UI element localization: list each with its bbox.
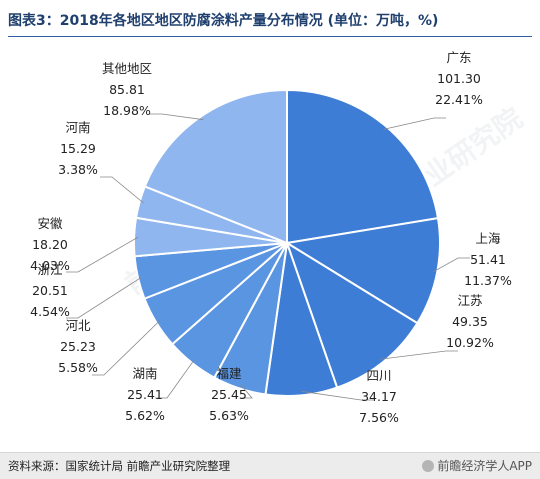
leader-line-5 <box>240 384 253 399</box>
slice-name-label: 浙江 <box>37 262 62 277</box>
leader-line-3 <box>380 350 458 360</box>
slice-value-label: 51.41 <box>470 252 506 267</box>
slice-name-label: 四川 <box>366 368 391 383</box>
slice-value-label: 25.23 <box>60 339 96 354</box>
slice-value-label: 101.30 <box>437 71 481 86</box>
slice-labels: 广东 101.30 22.41% 上海 51.41 11.37% 江苏 49.35 10.92%… <box>30 50 512 425</box>
slice-percent-label: 5.63% <box>209 408 249 423</box>
slice-value-label: 25.41 <box>127 387 163 402</box>
slice-name-label: 河北 <box>65 318 91 333</box>
slice-name-label: 湖南 <box>132 366 157 381</box>
slice-value-label: 34.17 <box>361 389 397 404</box>
leader-line-4 <box>301 390 373 401</box>
slice-value-label: 49.35 <box>452 314 488 329</box>
slice-percent-label: 22.41% <box>435 92 483 107</box>
slice-percent-label: 3.38% <box>58 162 98 177</box>
source-note: 资料来源：国家统计局 前瞻产业研究院整理 <box>8 459 231 473</box>
slice-value-label: 15.29 <box>60 141 96 156</box>
chart-title: 图表3：2018年各地区地区防腐涂料产量分布情况 (单位：万吨，%) <box>8 13 439 29</box>
slice-percent-label: 5.62% <box>125 408 165 423</box>
brand-icon <box>422 460 435 472</box>
pie-slice-2 <box>284 217 441 325</box>
pie-slice-1 <box>286 88 440 245</box>
leader-line-1 <box>383 117 446 130</box>
brand-label: 前瞻经济学人APP <box>422 457 532 474</box>
pie-slice-11 <box>143 88 288 245</box>
leader-line-7 <box>92 320 161 376</box>
slice-name-label: 其他地区 <box>102 61 152 76</box>
leader-lines <box>66 113 470 401</box>
leader-line-8 <box>66 276 143 319</box>
slice-percent-label: 18.98% <box>103 103 151 118</box>
slice-percent-label: 5.58% <box>58 360 98 375</box>
slice-name-label: 河南 <box>65 120 90 135</box>
slice-percent-label: 4.54% <box>30 304 70 319</box>
pie-chart: 广东 101.30 22.41% 上海 51.41 11.37% 江苏 49.35 10.92%… <box>30 50 512 425</box>
slice-name-label: 福建 <box>216 366 242 381</box>
leader-line-9 <box>66 236 139 273</box>
slice-name-label: 江苏 <box>457 293 482 308</box>
slice-percent-label: 7.56% <box>359 410 399 425</box>
leader-line-6 <box>155 359 195 399</box>
slice-name-label: 安徽 <box>37 216 63 231</box>
leader-line-2 <box>433 257 470 273</box>
slice-percent-label: 10.92% <box>446 335 494 350</box>
slice-percent-label: 11.37% <box>464 273 512 288</box>
footer: 资料来源：国家统计局 前瞻产业研究院整理 前瞻经济学人APP <box>0 452 540 479</box>
slice-value-label: 20.51 <box>32 283 68 298</box>
title-bar: 图表3：2018年各地区地区防腐涂料产量分布情况 (单位：万吨，%) <box>8 8 532 37</box>
pie-slice-3 <box>285 240 419 389</box>
slice-percent-label: 4.03% <box>30 258 70 273</box>
brand-text: 前瞻经济学人APP <box>437 459 532 473</box>
slice-name-label: 上海 <box>475 231 501 246</box>
pie-slices <box>133 88 441 397</box>
leader-line-11 <box>150 113 204 121</box>
slice-name-label: 广东 <box>446 50 471 65</box>
leader-line-10 <box>100 176 144 204</box>
slice-value-label: 18.20 <box>32 237 68 252</box>
slice-value-label: 25.45 <box>211 387 247 402</box>
slice-value-label: 85.81 <box>109 82 145 97</box>
